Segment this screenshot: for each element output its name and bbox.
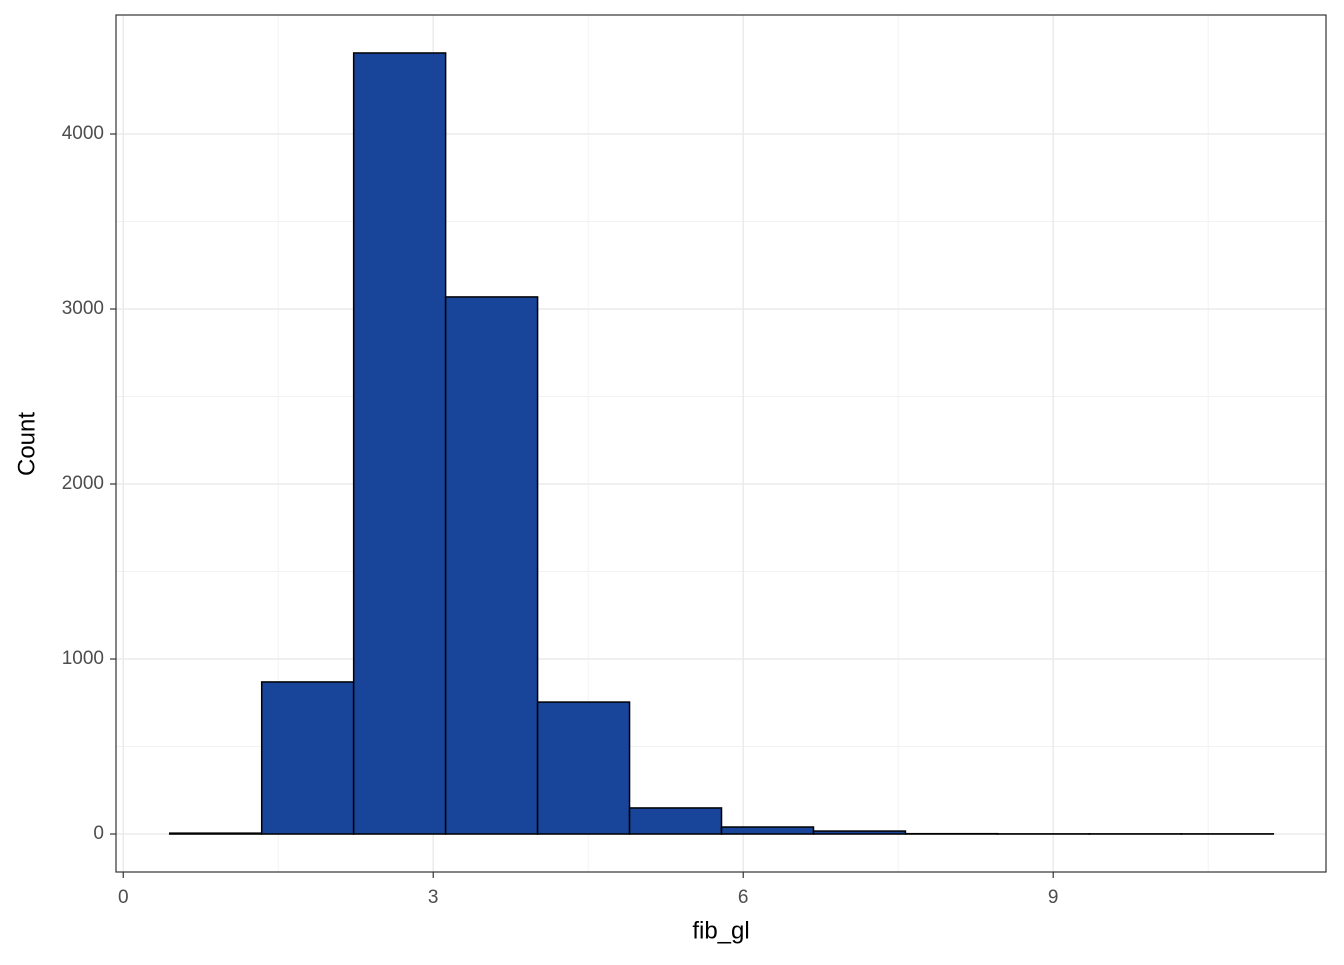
bar [354,53,446,834]
y-tick-label: 4000 [62,123,104,144]
y-tick-label: 0 [93,823,104,844]
bar [813,831,905,834]
x-tick-label: 6 [738,887,749,908]
y-tick-label: 1000 [62,648,104,669]
bar [170,833,262,834]
x-tick-label: 0 [118,887,129,908]
bar [538,702,630,834]
x-tick-label: 9 [1048,887,1059,908]
y-axis-title: Count [13,412,40,476]
y-tick-label: 3000 [62,298,104,319]
bar [630,808,722,834]
bar [722,827,814,834]
x-axis-title: fib_gl [692,917,749,944]
bar [262,682,354,834]
y-tick-label: 2000 [62,473,104,494]
x-tick-label: 3 [428,887,439,908]
bar [446,297,538,834]
